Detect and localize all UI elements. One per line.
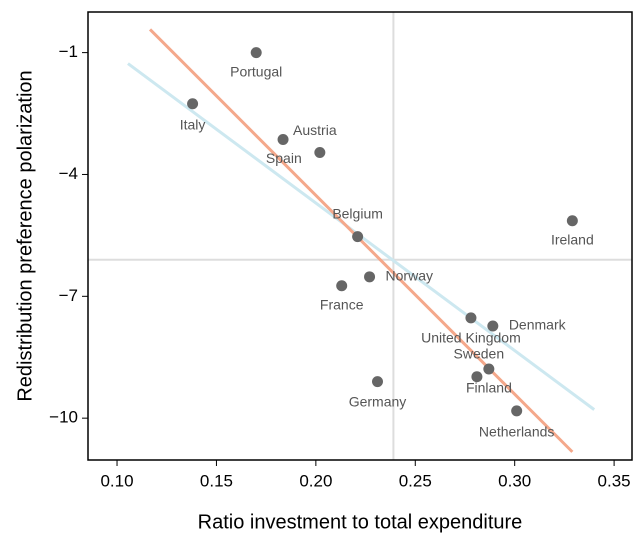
y-tick-label: −1 [59, 42, 78, 61]
point [511, 405, 523, 417]
point [336, 280, 348, 292]
point-label: Ireland [551, 231, 594, 247]
plot-frame [87, 11, 633, 461]
point [371, 376, 383, 388]
point [277, 134, 289, 146]
x-tick-label: 0.30 [498, 471, 531, 490]
point-label: United Kingdom [421, 330, 521, 346]
point-label: Portugal [230, 63, 282, 79]
point [465, 312, 477, 324]
point-label: Sweden [454, 346, 505, 362]
point [250, 47, 262, 59]
x-tick-label: 0.25 [399, 471, 432, 490]
point [364, 271, 376, 283]
y-axis-title: Redistribution preference polarization [14, 70, 36, 401]
point-label: Austria [293, 122, 337, 138]
point-label: Norway [386, 268, 433, 284]
y-tick-label: −7 [59, 286, 78, 305]
point-label: Finland [466, 379, 512, 395]
point [483, 363, 495, 375]
point [314, 147, 326, 159]
point [487, 320, 499, 332]
point [566, 215, 578, 227]
x-axis-title: Ratio investment to total expenditure [198, 511, 523, 533]
y-tick-label: −4 [59, 164, 78, 183]
x-tick-label: 0.10 [100, 471, 133, 490]
x-tick-label: 0.20 [299, 471, 332, 490]
point-label: France [320, 296, 364, 312]
point [352, 231, 364, 243]
point-label: Germany [349, 393, 407, 409]
point [471, 371, 483, 383]
x-tick-label: 0.15 [200, 471, 233, 490]
x-tick-label: 0.35 [598, 471, 631, 490]
point-label: Denmark [509, 317, 567, 333]
point-label: Italy [180, 116, 206, 132]
point-label: Belgium [332, 205, 383, 221]
point-label: Netherlands [479, 424, 555, 440]
point-label: Spain [266, 150, 302, 166]
point [187, 98, 199, 110]
y-tick-label: −10 [49, 408, 78, 427]
